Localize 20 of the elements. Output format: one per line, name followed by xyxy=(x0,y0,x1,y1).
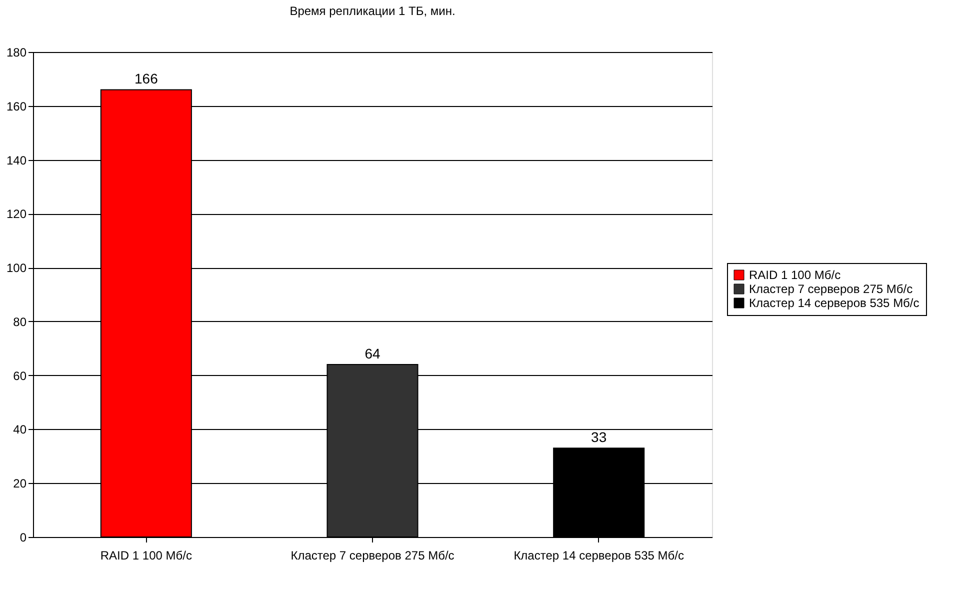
data-label: 33 xyxy=(591,429,607,446)
legend-label: Кластер 14 серверов 535 Мб/с xyxy=(749,296,920,310)
y-tick-label: 20 xyxy=(13,476,27,491)
x-tick-label: Кластер 14 серверов 535 Мб/с xyxy=(514,548,684,562)
y-tick-label: 100 xyxy=(6,261,27,276)
x-tick-label: Кластер 7 серверов 275 Мб/с xyxy=(290,548,454,562)
y-tick-label: 180 xyxy=(6,46,27,60)
legend-label: RAID 1 100 Мб/с xyxy=(749,268,841,282)
chart-title: Время репликации 1 ТБ, мин. xyxy=(290,4,456,18)
y-tick-label: 60 xyxy=(13,368,27,383)
y-tick-label: 120 xyxy=(6,207,27,222)
y-tick-label: 160 xyxy=(6,99,27,114)
data-label: 64 xyxy=(364,346,380,362)
y-tick-label: 0 xyxy=(20,530,27,544)
x-tick-label: RAID 1 100 Мб/с xyxy=(100,548,192,562)
y-tick-label: 140 xyxy=(6,153,27,168)
data-label: 166 xyxy=(134,70,158,87)
y-tick-label: 40 xyxy=(13,422,27,437)
legend-label: Кластер 7 серверов 275 Мб/с xyxy=(749,282,913,296)
y-tick-label: 80 xyxy=(13,314,27,329)
